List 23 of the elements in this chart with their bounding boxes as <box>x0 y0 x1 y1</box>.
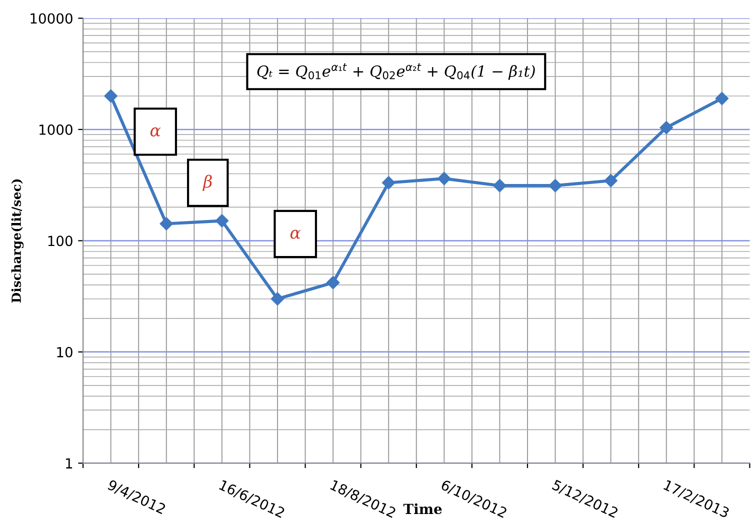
annotation: α <box>290 230 301 239</box>
point <box>715 92 729 106</box>
point <box>548 178 562 192</box>
point <box>604 174 618 188</box>
y-tick-label: 1 <box>66 458 72 468</box>
point <box>438 172 451 186</box>
y-tick-label: 100 <box>48 236 72 246</box>
y-tick-label: 10 <box>57 346 72 358</box>
point <box>270 292 284 306</box>
point <box>160 217 173 230</box>
point <box>493 178 506 192</box>
point <box>326 276 340 290</box>
point <box>660 120 673 134</box>
point <box>104 89 118 103</box>
y-tick-label: 10000 <box>30 13 72 24</box>
point <box>382 176 396 190</box>
annotation: β <box>202 174 212 191</box>
y-axis-title: Discharge(lit/sec) <box>11 179 24 303</box>
text: Qₜ = Q$_{01}$e$^{α₁t}$ + Q$_{02}$e$^{α₂t}$ + Q$_{04}$(1 − β₁t) <box>257 63 535 80</box>
annotation: α <box>150 127 161 136</box>
point <box>215 214 229 228</box>
x-axis-title: Time <box>403 503 442 514</box>
y-tick-label: 1000 <box>40 124 72 135</box>
